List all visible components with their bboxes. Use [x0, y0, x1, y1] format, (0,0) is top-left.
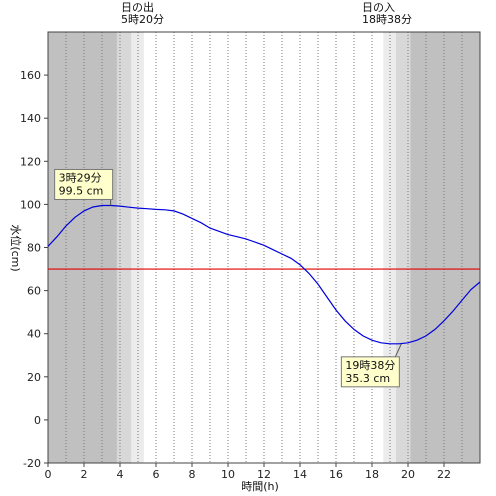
annotation-time: 3時29分 — [59, 171, 102, 184]
annotation-time: 19時38分 — [345, 359, 395, 372]
x-tick-label: 18 — [365, 468, 379, 481]
y-tick-label: 160 — [20, 69, 41, 82]
twilight-band-morning-dark — [116, 32, 132, 463]
series-group — [47, 204, 481, 345]
y-tick-label: 40 — [27, 328, 41, 341]
x-axis-label: 時間(h) — [241, 480, 279, 493]
x-tick-label: 10 — [221, 468, 235, 481]
night-band-morning — [48, 32, 117, 463]
sunrise-label: 日の出 — [121, 0, 154, 14]
y-tick-label: -20 — [23, 457, 41, 470]
y-tick-label: 140 — [20, 112, 41, 125]
tide-series-line — [47, 204, 481, 345]
x-tick-label: 2 — [81, 468, 88, 481]
y-tick-label: 120 — [20, 155, 41, 168]
annotation-value: 99.5 cm — [59, 184, 104, 197]
x-tick-label: 20 — [401, 468, 415, 481]
sunset-label: 日の入 — [362, 1, 395, 14]
y-axis-label: 水位(cm) — [9, 224, 23, 271]
x-tick-label: 0 — [45, 468, 52, 481]
x-tick-label: 6 — [153, 468, 160, 481]
x-tick-label: 8 — [189, 468, 196, 481]
sunrise-time: 5時20分 — [121, 13, 164, 26]
x-tick-label: 16 — [329, 468, 343, 481]
annotation-box — [340, 356, 400, 388]
x-tick-label: 4 — [117, 468, 124, 481]
annotation-pointer — [394, 343, 402, 358]
x-tick-label: 14 — [293, 468, 307, 481]
y-tick-label: 100 — [20, 198, 41, 211]
twilight-band-morning-light — [131, 32, 144, 463]
y-tick-label: 60 — [27, 285, 41, 298]
twilight-band-evening-dark — [395, 32, 411, 463]
day-band — [143, 32, 384, 463]
x-tick-label: 12 — [257, 468, 271, 481]
daylight-bands — [48, 32, 480, 463]
y-tick-label: 20 — [27, 371, 41, 384]
night-band-evening — [410, 32, 480, 463]
x-tick-label: 22 — [437, 468, 451, 481]
annotation-box — [54, 168, 114, 200]
twilight-band-evening-light — [383, 32, 396, 463]
axes: -20 0 20 40 60 80 100 120 140 160 0 2 4 6 8 10 12 14 16 18 2… — [20, 31, 481, 481]
y-tick-label: 80 — [27, 242, 41, 255]
annotation-value: 35.3 cm — [345, 372, 390, 385]
sunset-time: 18時38分 — [362, 13, 412, 26]
y-tick-label: 0 — [34, 414, 41, 427]
